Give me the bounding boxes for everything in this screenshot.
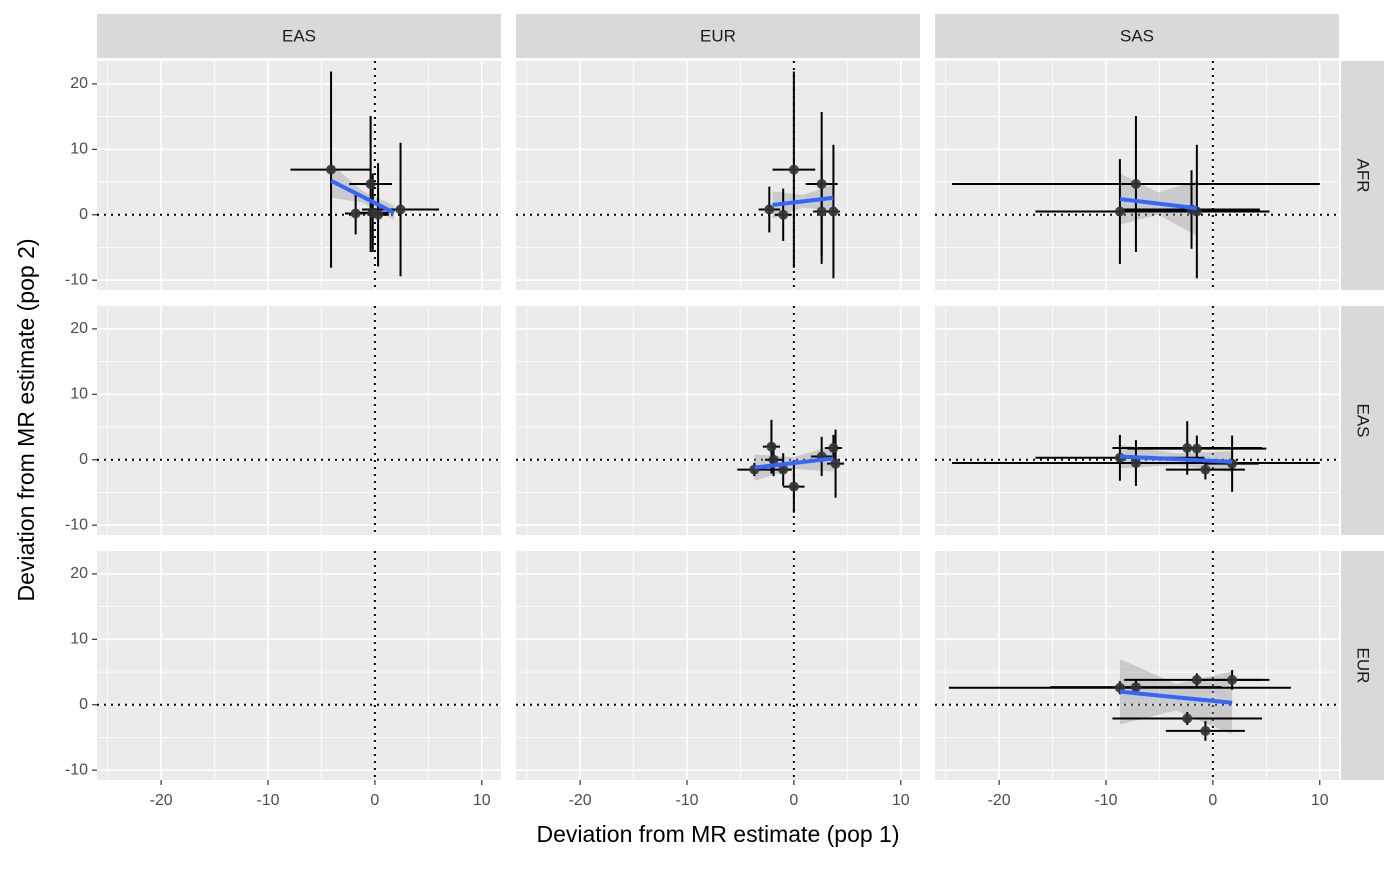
x-tick-label: 0 bbox=[370, 792, 379, 809]
x-tick-label: -10 bbox=[675, 792, 698, 809]
column-strip bbox=[97, 14, 501, 58]
panel bbox=[97, 551, 501, 780]
y-tick-label: -10 bbox=[65, 516, 88, 533]
point bbox=[1182, 713, 1193, 724]
panel bbox=[97, 306, 501, 535]
row-strip-label: EAS bbox=[1354, 403, 1373, 437]
y-tick-label: 0 bbox=[79, 206, 88, 223]
point bbox=[395, 204, 406, 215]
row-strip bbox=[1341, 306, 1384, 535]
x-tick-label: 0 bbox=[789, 792, 798, 809]
y-tick-label: 20 bbox=[70, 75, 88, 92]
row-strip-label: EUR bbox=[1354, 648, 1373, 684]
row-strip bbox=[1341, 551, 1384, 780]
point bbox=[1200, 725, 1211, 736]
x-tick-label: 10 bbox=[473, 792, 491, 809]
y-tick-label: -10 bbox=[65, 761, 88, 778]
x-tick-label: -20 bbox=[569, 792, 592, 809]
point bbox=[778, 464, 789, 475]
x-tick-label: -20 bbox=[150, 792, 173, 809]
point bbox=[816, 206, 827, 217]
point bbox=[830, 458, 841, 469]
point bbox=[1191, 674, 1202, 685]
panel-marks bbox=[290, 71, 440, 277]
y-tick-label: 10 bbox=[70, 386, 88, 403]
column-strip-label: SAS bbox=[1120, 26, 1154, 45]
x-tick-label: 10 bbox=[892, 792, 910, 809]
panel bbox=[97, 61, 501, 290]
point bbox=[766, 441, 777, 452]
panel-marks bbox=[952, 421, 1320, 492]
column-strip-label: EUR bbox=[700, 26, 736, 45]
y-tick-label: 20 bbox=[70, 565, 88, 582]
panel bbox=[516, 551, 920, 780]
point bbox=[1182, 442, 1193, 453]
panel-marks bbox=[758, 71, 840, 279]
point bbox=[816, 179, 827, 190]
point bbox=[326, 164, 337, 175]
x-tick-label: 10 bbox=[1311, 792, 1329, 809]
point bbox=[1200, 464, 1211, 475]
panel bbox=[516, 306, 920, 535]
point bbox=[828, 206, 839, 217]
x-axis-title: Deviation from MR estimate (pop 1) bbox=[536, 821, 899, 847]
panel-marks bbox=[948, 658, 1291, 741]
point bbox=[1227, 674, 1238, 685]
point bbox=[1114, 206, 1125, 217]
fit-line bbox=[772, 195, 834, 207]
point bbox=[1130, 458, 1141, 469]
column-strip-label: EAS bbox=[282, 26, 316, 45]
panel-marks bbox=[952, 115, 1320, 279]
panel-marks bbox=[737, 419, 845, 513]
fit-line bbox=[754, 456, 834, 470]
panel bbox=[935, 61, 1339, 290]
panel bbox=[935, 306, 1339, 535]
column-strip bbox=[516, 14, 920, 58]
row-strip-label: AFR bbox=[1354, 159, 1373, 193]
x-tick-label: -10 bbox=[1094, 792, 1117, 809]
point bbox=[788, 164, 799, 175]
point bbox=[365, 179, 376, 190]
point bbox=[788, 481, 799, 492]
x-tick-label: -20 bbox=[988, 792, 1011, 809]
point bbox=[764, 204, 775, 215]
y-tick-label: 10 bbox=[70, 141, 88, 158]
fit-line bbox=[1119, 454, 1233, 464]
row-strip bbox=[1341, 61, 1384, 290]
y-axis-title: Deviation from MR estimate (pop 2) bbox=[13, 238, 39, 601]
point bbox=[1130, 179, 1141, 190]
point bbox=[1130, 682, 1141, 693]
fit-line bbox=[1119, 197, 1198, 211]
y-tick-label: 20 bbox=[70, 320, 88, 337]
y-tick-label: -10 bbox=[65, 271, 88, 288]
point bbox=[367, 207, 378, 218]
panel bbox=[935, 551, 1339, 780]
y-tick-label: 10 bbox=[70, 631, 88, 648]
point bbox=[778, 209, 789, 220]
point bbox=[768, 454, 779, 465]
fit-line bbox=[1119, 689, 1233, 705]
point bbox=[1191, 443, 1202, 454]
x-tick-label: -10 bbox=[256, 792, 279, 809]
fit-line bbox=[330, 178, 396, 215]
y-tick-label: 0 bbox=[79, 451, 88, 468]
y-tick-label: 0 bbox=[79, 696, 88, 713]
column-strip bbox=[935, 14, 1339, 58]
panel bbox=[516, 61, 920, 290]
point bbox=[828, 442, 839, 453]
x-tick-label: 0 bbox=[1208, 792, 1217, 809]
point bbox=[350, 208, 361, 219]
